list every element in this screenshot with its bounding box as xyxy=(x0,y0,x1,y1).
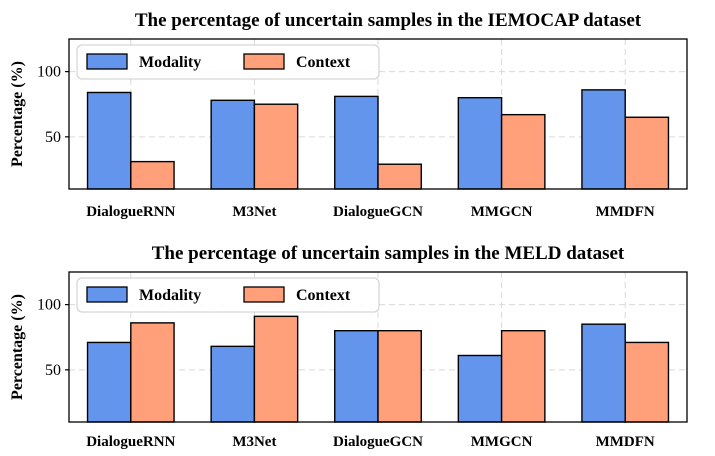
bar-modality-mmgcn xyxy=(457,354,503,423)
legend-label-context: Context xyxy=(296,54,351,71)
bar-context-mmgcn xyxy=(500,329,546,423)
legend-label-modality: Modality xyxy=(139,54,201,71)
legend-swatch-modality xyxy=(86,286,128,303)
x-tick-label: DialogueGCN xyxy=(333,434,423,450)
bar-modality-m3net xyxy=(210,99,256,190)
x-tick-label: MMGCN xyxy=(471,434,533,450)
x-tick-label: DialogueRNN xyxy=(86,434,175,450)
x-tick-label: MMDFN xyxy=(596,204,655,220)
bar-modality-m3net xyxy=(210,345,256,423)
x-tick-label: M3Net xyxy=(232,204,276,220)
y-tick-label: 50 xyxy=(45,129,61,146)
legend-box xyxy=(76,44,380,80)
bar-modality-dialoguegcn xyxy=(334,329,379,423)
bar-modality-mmdfn xyxy=(581,89,626,190)
y-tick-label: 100 xyxy=(37,297,61,314)
x-tick-label: MMDFN xyxy=(596,434,655,450)
x-tick-label: MMGCN xyxy=(471,204,533,220)
bar-context-m3net xyxy=(253,315,299,423)
legend-swatch-context xyxy=(243,53,285,70)
y-axis-label: Percentage (%) xyxy=(9,61,26,167)
bar-modality-dialoguernn xyxy=(86,91,132,190)
bar-context-dialoguegcn xyxy=(377,163,422,190)
x-tick-label: DialogueRNN xyxy=(86,204,175,220)
bar-modality-dialoguernn xyxy=(86,341,132,423)
legend-label-context: Context xyxy=(296,287,351,304)
chart-iemocap: The percentage of uncertain samples in t… xyxy=(9,10,688,220)
plot-frame xyxy=(68,271,688,423)
legend: Modality Context xyxy=(76,44,380,80)
bar-modality-mmdfn xyxy=(581,323,626,423)
chart-title: The percentage of uncertain samples in t… xyxy=(135,10,642,31)
legend-box xyxy=(76,277,380,313)
y-tick-label: 100 xyxy=(37,64,61,81)
chart-title: The percentage of uncertain samples in t… xyxy=(152,243,625,264)
legend-swatch-modality xyxy=(86,53,128,70)
legend: Modality Context xyxy=(76,277,380,313)
y-tick-label: 50 xyxy=(45,362,61,379)
plot-frame xyxy=(68,38,688,190)
legend-swatch-context xyxy=(243,286,285,303)
y-axis-label: Percentage (%) xyxy=(9,294,26,400)
bar-context-mmdfn xyxy=(624,341,670,423)
bar-modality-dialoguegcn xyxy=(334,95,379,190)
x-tick-label: DialogueGCN xyxy=(333,204,423,220)
chart-meld: The percentage of uncertain samples in t… xyxy=(9,243,688,450)
bar-context-mmgcn xyxy=(500,113,546,190)
bar-context-dialoguegcn xyxy=(377,329,422,423)
x-tick-label: M3Net xyxy=(232,434,276,450)
legend-label-modality: Modality xyxy=(139,287,201,304)
bar-context-m3net xyxy=(253,103,299,190)
bar-context-dialoguernn xyxy=(130,322,175,423)
bar-modality-mmgcn xyxy=(457,96,503,190)
bar-context-mmdfn xyxy=(624,116,670,190)
bar-context-dialoguernn xyxy=(130,160,175,190)
